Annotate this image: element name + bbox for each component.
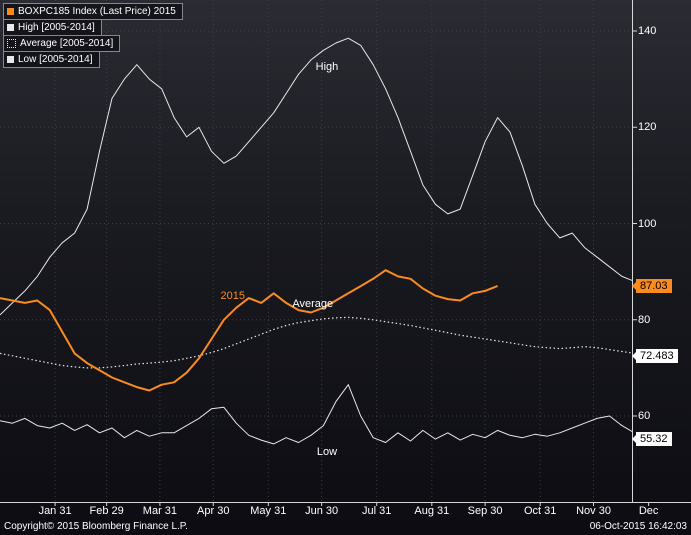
series-line-average <box>0 316 632 369</box>
copyright-text: Copyright© 2015 Bloomberg Finance L.P. <box>4 521 188 532</box>
last-price-swatch-icon <box>7 8 14 15</box>
timestamp-text: 06-Oct-2015 16:42:03 <box>589 521 687 532</box>
gridlines <box>0 0 632 502</box>
legend-label-high: High [2005-2014] <box>18 22 95 33</box>
series-lines <box>0 37 632 445</box>
high-swatch-icon <box>7 24 14 31</box>
legend-item-low[interactable]: Low [2005-2014] <box>3 51 100 68</box>
legend-label-low: Low [2005-2014] <box>18 54 93 65</box>
legend-item-high[interactable]: High [2005-2014] <box>3 19 102 36</box>
footer: Copyright© 2015 Bloomberg Finance L.P. 0… <box>4 521 687 532</box>
legend: BOXPC185 Index (Last Price) 2015 High [2… <box>3 3 183 68</box>
series-line-high <box>0 37 632 316</box>
series-line-2015 <box>0 269 498 392</box>
legend-label-last-price: BOXPC185 Index (Last Price) 2015 <box>18 6 176 17</box>
axes <box>0 0 691 506</box>
series-line-low <box>0 384 632 445</box>
low-swatch-icon <box>7 56 14 63</box>
legend-label-average: Average [2005-2014] <box>20 38 114 49</box>
legend-item-average[interactable]: Average [2005-2014] <box>3 35 121 52</box>
average-swatch-icon <box>7 39 16 48</box>
legend-item-last-price[interactable]: BOXPC185 Index (Last Price) 2015 <box>3 3 183 20</box>
